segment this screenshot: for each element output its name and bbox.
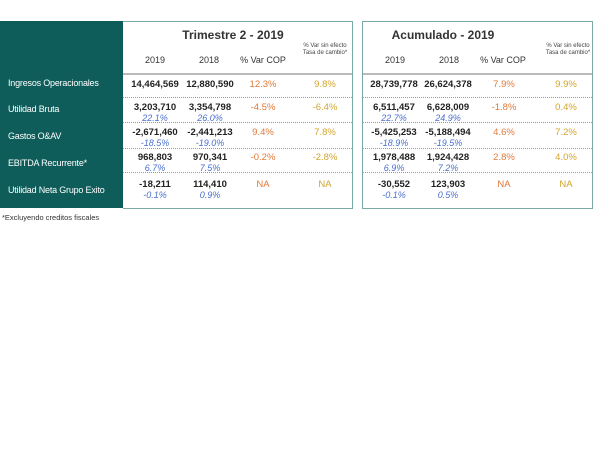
- margin-2018: 26.0%: [197, 113, 223, 123]
- value-2019: -30,552: [377, 179, 411, 190]
- var-sin-efecto: 0.4%: [555, 102, 577, 113]
- row-divider: [363, 97, 592, 98]
- margin-2018: 0.5%: [437, 190, 459, 200]
- margin-2018: 7.5%: [199, 163, 221, 173]
- value-2019: -5,425,253: [371, 127, 417, 138]
- value-2019: 6,511,457: [373, 102, 415, 113]
- margin-2019: 6.9%: [383, 163, 405, 173]
- trimestre-table: Trimestre 2 - 2019 2019 2018 % Var COP %…: [123, 21, 353, 209]
- col-header-2018: 2018: [438, 55, 460, 65]
- footnote: *Excluyendo creditos fiscales: [2, 213, 100, 222]
- var-cop: 7.9%: [493, 79, 515, 90]
- acumulado-table: Acumulado - 2019 2019 2018 % Var COP % V…: [362, 21, 593, 209]
- row-divider: [123, 172, 352, 173]
- row-label: EBITDA Recurrente*: [8, 158, 87, 168]
- var-cop: 12.3%: [249, 79, 277, 90]
- value-2018: 12,880,590: [186, 79, 234, 90]
- header-divider: [123, 73, 352, 75]
- row-divider: [123, 122, 352, 123]
- header-divider: [363, 73, 592, 75]
- margin-2018: 24.9%: [435, 113, 461, 123]
- var-cop: 4.6%: [493, 127, 515, 138]
- col-header-var-sin-efecto: % Var sin efecto Tasa de cambio*: [290, 43, 360, 57]
- var-sin-efecto: 7.8%: [314, 127, 336, 138]
- margin-2018: 0.9%: [199, 190, 221, 200]
- var-cop: NA: [497, 179, 511, 190]
- header-line: Tasa de cambio*: [545, 50, 591, 56]
- margin-2019: -0.1%: [382, 190, 406, 200]
- col-header-var-sin-efecto: % Var sin efecto Tasa de cambio*: [533, 43, 600, 57]
- margin-2018: -19.5%: [433, 138, 463, 148]
- row-label: Ingresos Operacionales: [8, 78, 99, 88]
- row-divider: [363, 172, 592, 173]
- value-2019: 14,464,569: [131, 79, 179, 90]
- col-header-2019: 2019: [384, 55, 406, 65]
- col-header-var-cop: % Var COP: [480, 55, 526, 65]
- margin-2019: 22.1%: [142, 113, 168, 123]
- var-sin-efecto: NA: [559, 179, 573, 190]
- value-2018: 970,341: [192, 152, 228, 163]
- value-2019: 968,803: [137, 152, 173, 163]
- value-2018: -2,441,213: [187, 127, 233, 138]
- var-cop: -0.2%: [250, 152, 276, 163]
- value-2018: 1,924,428: [426, 152, 470, 163]
- margin-2019: 6.7%: [144, 163, 166, 173]
- value-2018: 3,354,798: [188, 102, 232, 113]
- table-title: Acumulado - 2019: [391, 28, 495, 42]
- var-cop: NA: [256, 179, 270, 190]
- var-sin-efecto: NA: [318, 179, 332, 190]
- table-title: Trimestre 2 - 2019: [182, 28, 284, 42]
- margin-2019: -0.1%: [143, 190, 167, 200]
- row-label: Utilidad Bruta: [8, 104, 60, 114]
- var-sin-efecto: -6.4%: [312, 102, 338, 113]
- value-2018: 114,410: [193, 179, 227, 190]
- col-header-2018: 2018: [198, 55, 220, 65]
- header-line: Tasa de cambio*: [302, 50, 348, 56]
- row-divider: [123, 97, 352, 98]
- var-sin-efecto: 7.2%: [555, 127, 577, 138]
- row-divider: [363, 148, 592, 149]
- value-2018: -5,188,494: [425, 127, 471, 138]
- margin-2019: -18.5%: [140, 138, 170, 148]
- row-label: Gastos O&AV: [8, 131, 62, 141]
- value-2019: -18,211: [139, 179, 171, 190]
- margin-2018: 7.2%: [437, 163, 459, 173]
- value-2018: 26,624,378: [424, 79, 472, 90]
- value-2019: 1,978,488: [372, 152, 416, 163]
- var-sin-efecto: -2.8%: [312, 152, 338, 163]
- row-divider: [363, 122, 592, 123]
- value-2019: 3,203,710: [133, 102, 177, 113]
- var-sin-efecto: 9.8%: [314, 79, 336, 90]
- value-2018: 123,903: [430, 179, 466, 190]
- margin-2018: -19.0%: [195, 138, 225, 148]
- margin-2019: 22.7%: [381, 113, 407, 123]
- value-2019: 28,739,778: [370, 79, 418, 90]
- row-labels-panel: Ingresos Operacionales Utilidad Bruta Ga…: [0, 21, 123, 208]
- row-label: Utilidad Neta Grupo Exito: [8, 185, 105, 195]
- row-divider: [123, 148, 352, 149]
- margin-2019: -18.9%: [379, 138, 409, 148]
- header-line: % Var sin efecto: [303, 43, 347, 49]
- col-header-2019: 2019: [144, 55, 166, 65]
- var-cop: 9.4%: [252, 127, 274, 138]
- var-sin-efecto: 4.0%: [555, 152, 577, 163]
- var-sin-efecto: 9.9%: [555, 79, 577, 90]
- var-cop: -4.5%: [250, 102, 276, 113]
- var-cop: 2.8%: [493, 152, 515, 163]
- value-2018: 6,628,009: [426, 102, 470, 113]
- col-header-var-cop: % Var COP: [240, 55, 286, 65]
- value-2019: -2,671,460: [132, 127, 178, 138]
- header-line: % Var sin efecto: [546, 43, 590, 49]
- var-cop: -1.8%: [491, 102, 517, 113]
